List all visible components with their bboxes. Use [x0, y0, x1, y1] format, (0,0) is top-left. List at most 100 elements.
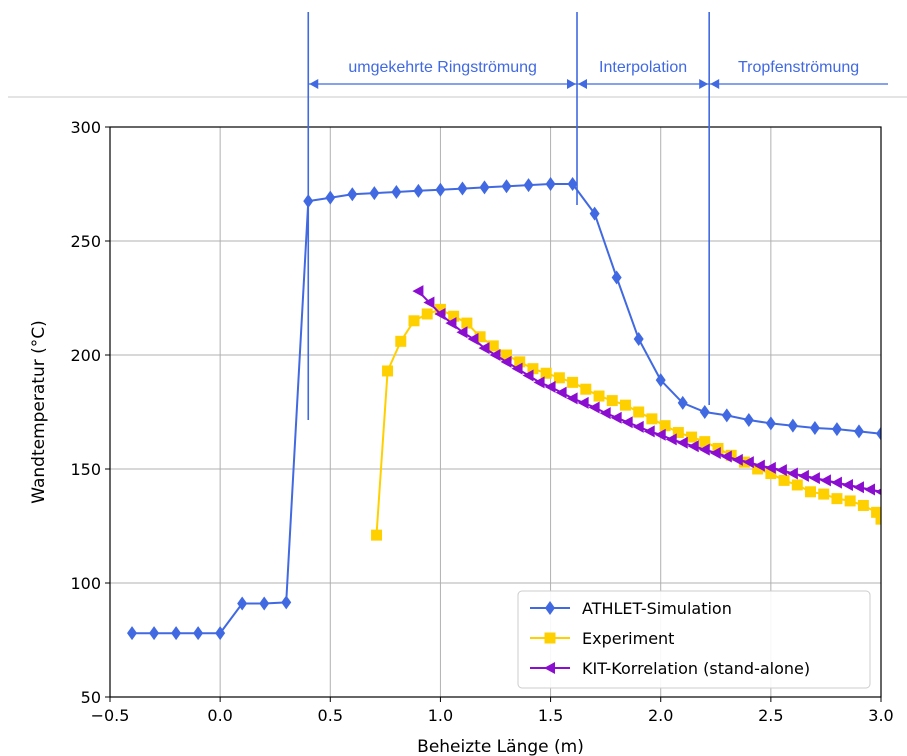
legend-box [517, 590, 871, 689]
data-point [566, 392, 578, 405]
x-tick-label: 1.0 [428, 706, 453, 725]
data-point [721, 408, 732, 423]
data-point [659, 420, 671, 432]
data-point [369, 186, 380, 201]
x-tick-label: −0.5 [91, 706, 130, 725]
data-point [149, 626, 160, 641]
y-tick-label: 150 [70, 460, 101, 479]
data-point [259, 596, 270, 611]
data-point [743, 412, 754, 427]
y-tick-label: 100 [70, 574, 101, 593]
data-point [791, 479, 803, 491]
data-point [193, 626, 204, 641]
data-point [787, 418, 798, 433]
data-point [805, 486, 817, 498]
data-point [875, 513, 881, 525]
legend-marker [544, 632, 556, 644]
x-tick-label: 2.5 [758, 706, 783, 725]
data-point [676, 436, 688, 449]
data-point [853, 424, 864, 439]
legend-entry: ATHLET-Simulation [530, 599, 732, 618]
data-point [347, 187, 358, 202]
arrow-head-right [699, 79, 709, 89]
data-point [580, 383, 592, 395]
legend-label: Experiment [582, 629, 674, 648]
data-point [395, 335, 407, 347]
arrow-head-right [567, 79, 577, 89]
data-point [577, 396, 589, 409]
legend-marker [544, 662, 555, 674]
data-point [540, 367, 552, 379]
data-point [412, 285, 424, 298]
data-point [844, 495, 856, 507]
data-point [775, 464, 787, 477]
data-point [391, 184, 402, 199]
data-point [643, 425, 655, 438]
legend-entry: KIT-Korrelation (stand-alone) [530, 659, 810, 678]
data-point [489, 349, 501, 361]
data-point [809, 420, 820, 435]
data-point [646, 413, 658, 425]
series-line [375, 308, 881, 536]
x-tick-label: 3.0 [868, 706, 893, 725]
arrow-head-left [710, 79, 720, 89]
data-point [808, 472, 820, 485]
data-point [522, 369, 534, 382]
data-point [633, 406, 645, 418]
data-point [621, 416, 633, 429]
region-label: Interpolation [599, 59, 687, 76]
data-point [445, 317, 457, 330]
data-point [654, 428, 666, 441]
data-point [371, 529, 383, 541]
data-point [567, 177, 578, 191]
data-point [545, 177, 556, 191]
data-point [632, 420, 644, 433]
data-point [863, 483, 875, 496]
data-point [435, 182, 446, 197]
data-point [555, 386, 567, 399]
data-point [421, 308, 433, 320]
data-point [461, 317, 473, 329]
region-annotations: umgekehrte Ringströmung Interpolation Trop… [8, 12, 907, 420]
data-point [699, 405, 710, 419]
data-point [633, 332, 644, 347]
arrow-head-left [578, 79, 588, 89]
data-point [699, 436, 711, 448]
legend-entry: Experiment [530, 629, 674, 648]
data-point [876, 426, 881, 441]
data-point [511, 362, 523, 375]
data-point [831, 422, 842, 437]
data-point [171, 626, 182, 641]
data-point [382, 365, 394, 377]
data-point [831, 493, 843, 505]
data-point [434, 307, 446, 320]
y-axis-label: Wandtemperatur (°C) [29, 320, 49, 504]
data-point [479, 180, 490, 195]
data-point [127, 626, 138, 641]
legend-marker [545, 601, 555, 615]
data-point [687, 440, 699, 453]
x-tick-label: 2.0 [648, 706, 673, 725]
data-point [857, 499, 869, 511]
data-point [533, 376, 545, 389]
data-point [599, 407, 611, 420]
data-point [720, 450, 732, 463]
data-point [830, 476, 842, 489]
data-point [588, 401, 600, 414]
data-point [797, 469, 809, 482]
data-point [408, 315, 420, 327]
data-point [765, 416, 776, 431]
data-point [501, 179, 512, 194]
data-point [875, 488, 881, 496]
arrow-head-left [309, 79, 319, 89]
data-point [237, 596, 248, 611]
data-point [852, 481, 864, 494]
data-point [325, 190, 336, 205]
y-tick-label: 250 [70, 232, 101, 251]
data-point [818, 488, 830, 500]
region-label: Tropfenströmung [738, 59, 859, 76]
data-point [553, 372, 565, 384]
axes: −0.5 0.0 0.5 1.0 1.5 2.0 2.5 3.0 50 100 150 200 250 3… [29, 118, 894, 756]
data-point [731, 453, 743, 466]
